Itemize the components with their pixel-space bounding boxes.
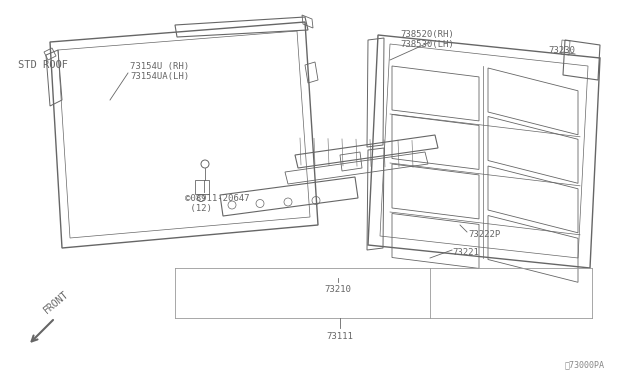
Text: 73210: 73210 (324, 285, 351, 294)
Text: FRONT: FRONT (42, 289, 70, 316)
Text: 73221: 73221 (452, 248, 479, 257)
Text: 738530(LH): 738530(LH) (400, 40, 454, 49)
Text: 738520(RH): 738520(RH) (400, 30, 454, 39)
Text: STD ROOF: STD ROOF (18, 60, 68, 70)
Text: ⅳ73000PA: ⅳ73000PA (565, 360, 605, 369)
Text: 73222P: 73222P (468, 230, 500, 239)
Text: 73154U (RH): 73154U (RH) (130, 62, 189, 71)
Text: 73111: 73111 (326, 332, 353, 341)
Text: 73154UA(LH): 73154UA(LH) (130, 72, 189, 81)
Text: ©08911-20647
 (12): ©08911-20647 (12) (185, 194, 250, 214)
Text: 73230: 73230 (548, 46, 575, 55)
